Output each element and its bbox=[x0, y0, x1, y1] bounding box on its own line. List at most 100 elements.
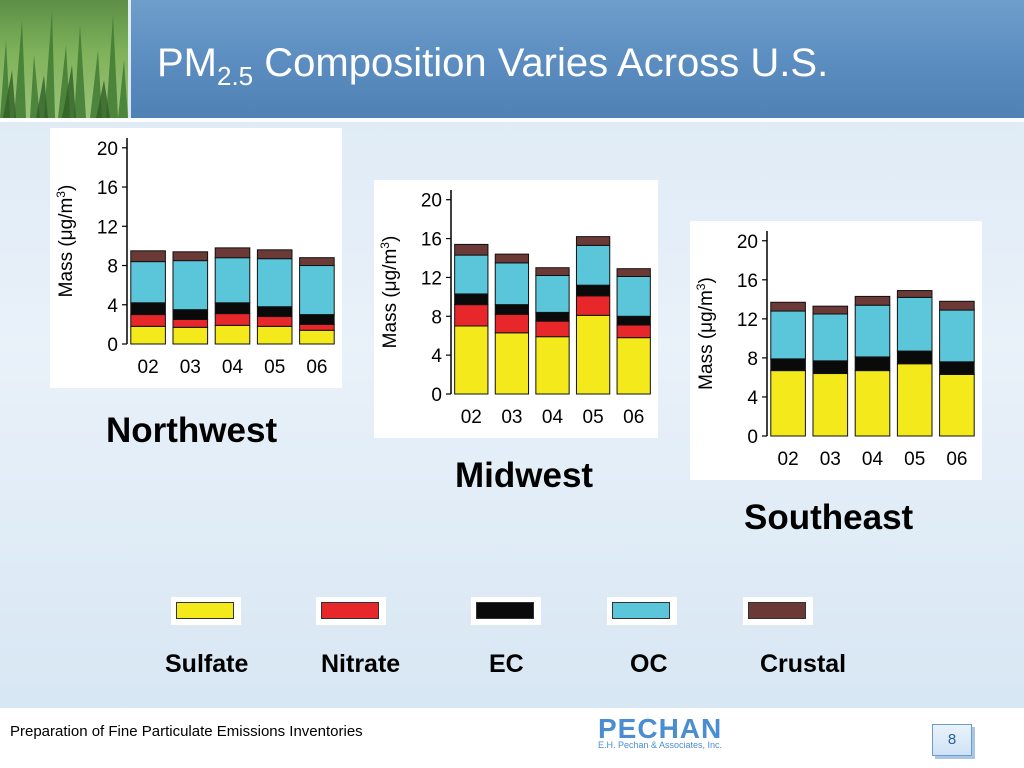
x-tick-label: 04 bbox=[862, 449, 884, 470]
midwest-bar-06-crustal bbox=[616, 268, 651, 277]
northwest-bar-04-nitrate bbox=[214, 313, 251, 326]
legend-swatch-nitrate bbox=[316, 597, 386, 625]
footer-text: Preparation of Fine Particulate Emission… bbox=[10, 723, 363, 740]
x-tick-label: 06 bbox=[946, 449, 967, 470]
midwest-bar-02-ec bbox=[454, 293, 489, 306]
legend-fill-sulfate bbox=[176, 602, 234, 619]
legend-swatch-ec bbox=[471, 597, 541, 625]
midwest-bar-02-oc bbox=[454, 254, 489, 295]
legend-label-crustal: Crustal bbox=[760, 650, 847, 678]
southeast-bar-06-oc bbox=[939, 309, 975, 363]
y-axis-label-part: 3 bbox=[694, 283, 708, 290]
y-tick-label: 8 bbox=[747, 349, 758, 370]
northwest-bar-03-nitrate bbox=[172, 318, 209, 328]
midwest-bar-02-nitrate bbox=[454, 304, 489, 327]
y-tick-label: 0 bbox=[107, 335, 118, 356]
x-tick-label: 03 bbox=[820, 449, 841, 470]
legend-swatch-oc bbox=[607, 597, 677, 625]
y-tick-label: 20 bbox=[421, 191, 442, 212]
region-label-midwest: Midwest bbox=[455, 456, 594, 495]
southeast-bar-03-oc bbox=[812, 313, 849, 362]
x-tick-label: 05 bbox=[264, 357, 285, 378]
y-axis-label-part: μ bbox=[380, 280, 401, 291]
legend-swatch-sulfate bbox=[171, 597, 241, 625]
chart-midwest: 0 4 8 12 16 20 Mass (μg/m3) 02 03 04 05 06 bbox=[374, 180, 658, 438]
y-axis-label-part: g/m bbox=[56, 198, 77, 230]
midwest-bar-04-ec bbox=[535, 311, 570, 322]
y-axis-label-part: g/m bbox=[696, 290, 717, 322]
y-tick-label: 16 bbox=[737, 271, 758, 292]
legend-fill-nitrate bbox=[321, 602, 379, 619]
southeast-bar-04-sulfate bbox=[854, 370, 891, 437]
midwest-bar-06-sulfate bbox=[616, 337, 651, 395]
midwest-bar-03-nitrate bbox=[494, 313, 530, 334]
southeast-bar-02-ec bbox=[770, 358, 806, 372]
y-axis-label-part: 3 bbox=[54, 191, 68, 198]
x-tick-label: 04 bbox=[222, 357, 244, 378]
y-axis-label-part: ) bbox=[380, 236, 401, 242]
legend-fill-ec bbox=[476, 602, 534, 619]
northwest-bar-05-nitrate bbox=[256, 316, 293, 327]
northwest-bar-02-ec bbox=[130, 302, 166, 316]
midwest-bar-05-sulfate bbox=[575, 314, 611, 395]
northwest-bar-04-ec bbox=[214, 302, 251, 315]
header-divider bbox=[128, 0, 131, 118]
legend-fill-oc bbox=[612, 602, 670, 619]
northwest-bar-03-sulfate bbox=[172, 326, 209, 345]
y-axis-label-part: ) bbox=[56, 185, 77, 191]
title-main: PM bbox=[157, 41, 217, 85]
y-tick-label: 0 bbox=[431, 385, 442, 406]
southeast-bar-05-sulfate bbox=[896, 363, 933, 437]
chart-northwest: 0 4 8 12 16 20 Mass (μg/m3) 02 03 04 05 06 bbox=[50, 128, 342, 388]
y-tick-label: 12 bbox=[97, 217, 118, 238]
x-tick-label: 05 bbox=[583, 407, 604, 428]
southeast-bar-04-ec bbox=[854, 356, 891, 372]
southeast-bar-03-crustal bbox=[812, 305, 849, 315]
legend-label-ec: EC bbox=[489, 650, 524, 678]
y-axis-label-part: ) bbox=[696, 277, 717, 283]
midwest-bar-04-crustal bbox=[535, 267, 570, 276]
midwest-bar-04-sulfate bbox=[535, 336, 570, 395]
footer-bar bbox=[0, 708, 1024, 768]
southeast-bar-06-sulfate bbox=[939, 374, 975, 437]
y-tick-label: 20 bbox=[737, 232, 758, 253]
x-tick-label: 03 bbox=[180, 357, 201, 378]
southeast-bar-06-ec bbox=[939, 361, 975, 376]
y-axis-label-part: μ bbox=[696, 322, 717, 333]
pechan-logo: PECHAN bbox=[598, 713, 723, 744]
y-axis-label-part: Mass ( bbox=[380, 291, 401, 349]
midwest-bar-06-ec bbox=[616, 315, 651, 326]
region-label-northwest: Northwest bbox=[106, 411, 278, 450]
page-number: 8 bbox=[932, 724, 972, 756]
legend-swatch-crustal bbox=[743, 597, 813, 625]
midwest-bar-04-nitrate bbox=[535, 320, 570, 338]
x-tick-label: 05 bbox=[904, 449, 925, 470]
x-tick-label: 04 bbox=[542, 407, 564, 428]
midwest-bar-02-sulfate bbox=[454, 325, 489, 395]
northwest-bar-04-sulfate bbox=[214, 324, 251, 345]
northwest-bar-02-crustal bbox=[130, 250, 166, 263]
legend-label-oc: OC bbox=[630, 650, 668, 678]
x-tick-label: 06 bbox=[306, 357, 327, 378]
northwest-bar-06-nitrate bbox=[299, 323, 335, 331]
southeast-bar-03-sulfate bbox=[812, 373, 849, 437]
northwest-bar-05-ec bbox=[256, 306, 293, 318]
midwest-bar-05-nitrate bbox=[575, 295, 611, 316]
y-axis-label: Mass (μg/m3) bbox=[378, 236, 401, 349]
y-tick-label: 4 bbox=[107, 296, 118, 317]
x-tick-label: 03 bbox=[501, 407, 522, 428]
slide-title: PM2.5 Composition Varies Across U.S. bbox=[157, 40, 828, 99]
y-tick-label: 12 bbox=[421, 268, 442, 289]
northwest-bar-02-sulfate bbox=[130, 325, 166, 345]
midwest-bar-04-oc bbox=[535, 274, 570, 313]
southeast-bar-05-crustal bbox=[896, 290, 933, 298]
northwest-bar-06-oc bbox=[299, 265, 335, 316]
southeast-bar-02-sulfate bbox=[770, 370, 806, 437]
northwest-bar-04-oc bbox=[214, 257, 251, 304]
header-underline bbox=[0, 118, 1024, 122]
y-tick-label: 16 bbox=[421, 230, 442, 251]
y-tick-label: 8 bbox=[431, 307, 442, 328]
x-tick-label: 06 bbox=[623, 407, 644, 428]
